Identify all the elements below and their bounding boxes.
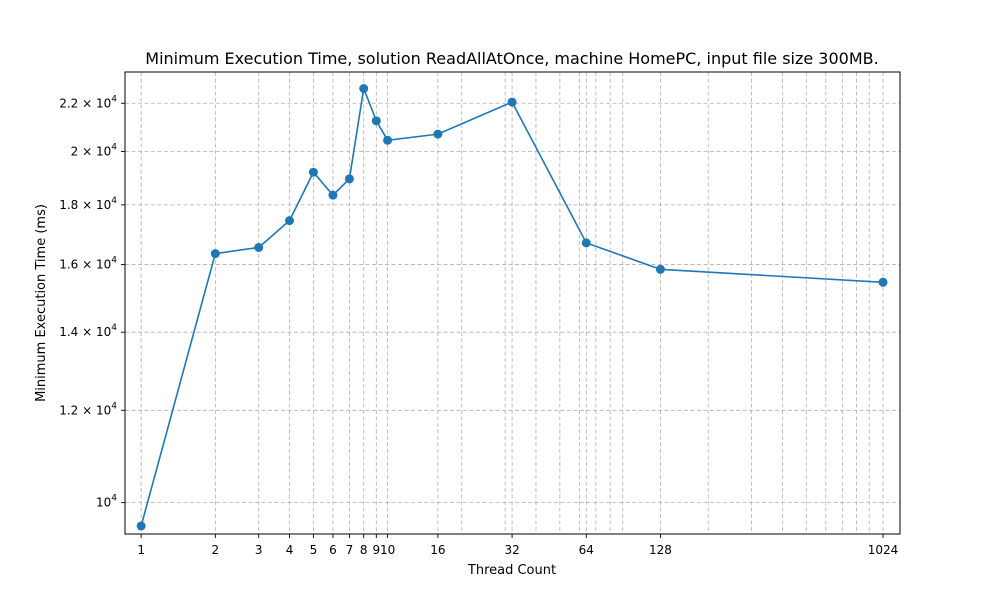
data-point: [136, 521, 146, 531]
data-point: [383, 135, 393, 145]
y-tick-label: 1.2 × 104: [59, 401, 117, 417]
x-axis-ticks: 1 2 3 4 5 6 7 8 9 10 16 32 64 128 1024: [137, 534, 898, 557]
x-tick-label: 6: [329, 543, 337, 557]
y-tick-label: 2 × 104: [71, 143, 118, 159]
data-point: [285, 216, 295, 226]
grid-lines: [125, 72, 900, 534]
x-tick-label: 128: [649, 543, 672, 557]
data-point: [433, 129, 443, 139]
data-point: [254, 242, 264, 252]
x-tick-label: 4: [286, 543, 294, 557]
y-axis-ticks: 104 1.2 × 104 1.4 × 104 1.6 × 104 1.8 × 104 2…: [59, 94, 125, 510]
x-tick-label: 32: [504, 543, 519, 557]
data-point: [328, 190, 338, 200]
x-tick-label: 1: [137, 543, 145, 557]
y-tick-label: 1.8 × 104: [59, 196, 117, 212]
x-tick-label: 64: [579, 543, 594, 557]
data-point: [371, 116, 381, 126]
data-point: [308, 167, 318, 177]
y-axis-label: Minimum Execution Time (ms): [34, 204, 49, 402]
data-point: [507, 97, 517, 107]
x-tick-label: 10: [380, 543, 395, 557]
x-axis-label: Thread Count: [467, 563, 556, 578]
data-point: [210, 249, 220, 259]
x-tick-label: 5: [310, 543, 318, 557]
chart-title: Minimum Execution Time, solution ReadAll…: [145, 49, 878, 68]
x-tick-label: 7: [346, 543, 354, 557]
y-tick-label: 1.4 × 104: [59, 323, 117, 339]
series-layer: [136, 84, 888, 531]
data-point: [878, 277, 888, 287]
y-tick-label: 2.2 × 104: [59, 94, 117, 110]
data-point: [344, 174, 354, 184]
x-tick-label: 8: [360, 543, 368, 557]
y-tick-label: 104: [96, 494, 117, 510]
y-tick-label: 1.6 × 104: [59, 256, 117, 272]
x-tick-label: 1024: [868, 543, 899, 557]
data-point: [655, 264, 665, 274]
x-tick-label: 2: [212, 543, 220, 557]
x-tick-label: 3: [255, 543, 263, 557]
data-point: [581, 238, 591, 248]
data-point: [359, 84, 369, 94]
x-tick-label: 16: [430, 543, 445, 557]
x-tick-label: 9: [372, 543, 380, 557]
plot-frame: [124, 71, 901, 535]
